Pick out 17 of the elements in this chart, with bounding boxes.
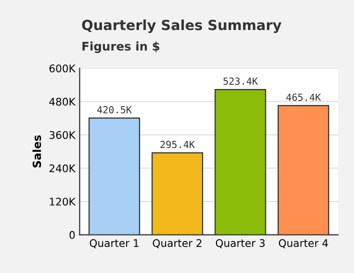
y-tick-label: 480K (49, 98, 76, 106)
data-label: 465.4K (286, 94, 321, 101)
x-tick-label: Quarter 3 (216, 239, 265, 248)
chart-subtitle: Figures in $ (82, 42, 160, 54)
x-tick-label: Quarter 1 (90, 239, 138, 248)
y-tick-label: 120K (50, 198, 76, 206)
data-label: 523.4K (223, 77, 258, 85)
chart-title: Quarterly Sales Summary (82, 19, 282, 34)
y-tick-label: 0 (70, 231, 75, 239)
y-axis-title: Sales (32, 135, 42, 168)
y-tick-label: 600K (49, 64, 76, 72)
y-tick-label: 360K (50, 131, 76, 139)
data-label: 420.5K (97, 106, 132, 114)
data-label: 295.4K (160, 140, 195, 148)
y-tick-label: 240K (50, 164, 76, 172)
x-tick-label: Quarter 2 (152, 239, 202, 248)
x-tick-label: Quarter 4 (278, 239, 328, 248)
